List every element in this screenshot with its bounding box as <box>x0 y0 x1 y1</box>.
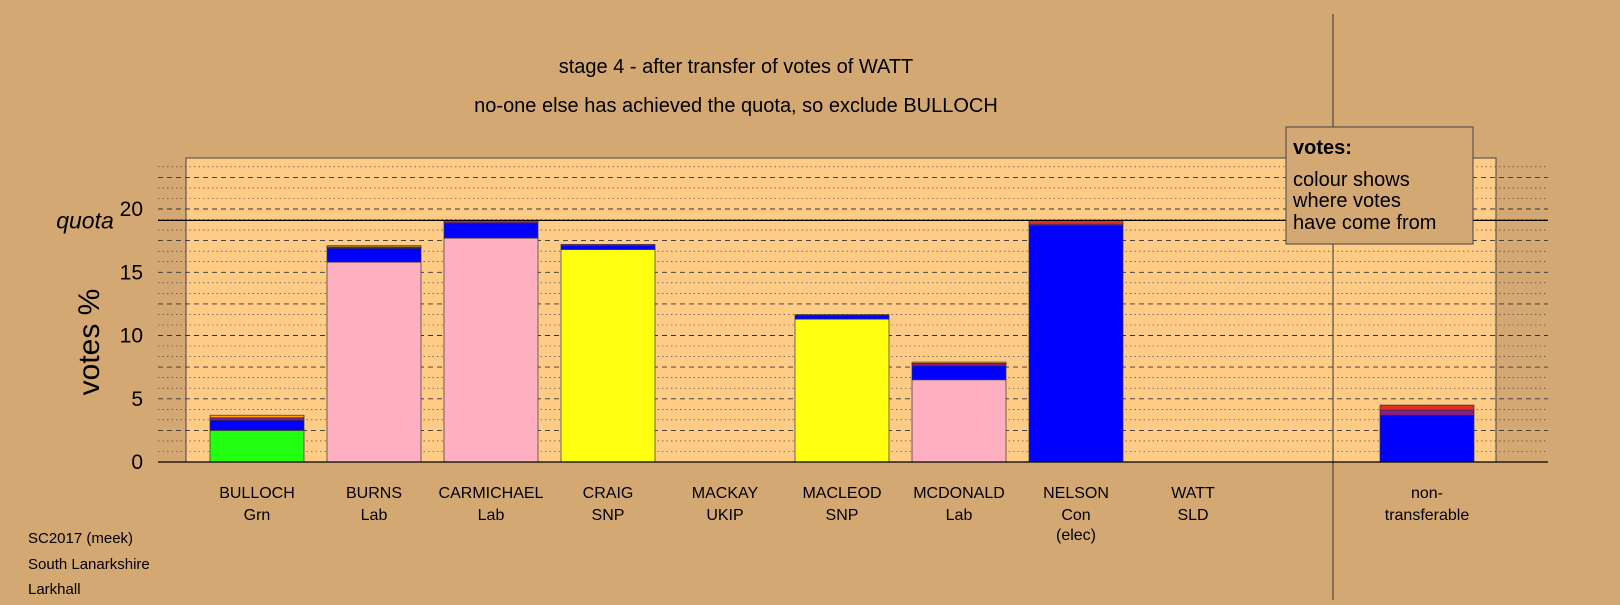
bar-segment-lab <box>326 261 422 463</box>
candidate-name-label: MACKAY <box>692 485 759 502</box>
candidate-party-label: SLD <box>1177 507 1208 524</box>
bar-segment-grn <box>209 430 305 463</box>
candidate-name-label: MCDONALD <box>913 485 1005 502</box>
candidate-party-label: SNP <box>592 507 625 524</box>
candidate-party-label: Lab <box>478 507 505 524</box>
y-axis-label: votes % <box>73 289 106 396</box>
bar-segment-sld <box>911 361 1007 364</box>
y-tick-labels: 0 5 10 15 20 <box>120 198 143 474</box>
bar-segment-other <box>1379 404 1475 411</box>
legend-box: votes: colour shows where votes have com… <box>1285 126 1474 245</box>
nontransferable-label: transferable <box>1385 507 1470 524</box>
bar-segment-con <box>443 222 539 239</box>
bar-segment-ukip <box>1379 409 1475 416</box>
candidate-name-label: WATT <box>1171 485 1215 502</box>
bar-segment-con <box>1379 414 1475 463</box>
candidate-party-label: Con <box>1061 507 1090 524</box>
candidate-name-label: BULLOCH <box>219 485 295 502</box>
bar-segment-snp <box>560 249 656 463</box>
legend-line: colour shows <box>1293 169 1410 191</box>
bar-segment-snp <box>794 318 890 463</box>
nontransferable-label: non- <box>1411 485 1443 502</box>
bar-segment-sld <box>326 245 422 248</box>
footer-line: SC2017 (meek) <box>28 530 133 547</box>
bar-segment-con <box>1028 225 1124 463</box>
legend-title: votes: <box>1293 137 1352 159</box>
bar-segment-con <box>794 314 890 320</box>
bar-segment-sld <box>209 414 305 419</box>
legend-line: have come from <box>1293 212 1436 234</box>
bar-segment-ukip <box>911 362 1007 367</box>
candidate-party-label: SNP <box>826 507 859 524</box>
chart-subtitle: no-one else has achieved the quota, so e… <box>474 95 998 117</box>
bar-segment-ukip <box>560 244 656 247</box>
candidate-name-label: BURNS <box>346 485 402 502</box>
bar-segment-con <box>326 247 422 263</box>
x-tick-labels: BULLOCH Grn BURNS Lab CARMICHAEL Lab CRAIG SNP M… <box>219 485 1469 544</box>
y-tick-label: 0 <box>131 451 143 474</box>
bar-segment-con <box>209 419 305 431</box>
candidate-name-label: MACLEOD <box>802 485 881 502</box>
footer-line: South Lanarkshire <box>28 556 150 573</box>
bar-segment-ukip <box>209 417 305 421</box>
footer-line: Larkhall <box>28 581 81 598</box>
candidate-name-label: CRAIG <box>583 485 634 502</box>
candidate-party-label: Grn <box>244 507 271 524</box>
y-tick-label: 10 <box>120 325 143 348</box>
bars <box>209 220 1475 463</box>
bar-segment-ukip <box>794 314 890 316</box>
candidate-party-label: Lab <box>946 507 973 524</box>
legend-line: where votes <box>1292 190 1401 212</box>
candidate-name-label: NELSON <box>1043 485 1109 502</box>
quota-label: quota <box>56 207 114 233</box>
bar-segment-lab <box>911 379 1007 463</box>
candidate-name-label: CARMICHAEL <box>439 485 544 502</box>
candidate-party-label: Lab <box>361 507 388 524</box>
chart-title: stage 4 - after transfer of votes of WAT… <box>559 56 914 78</box>
y-tick-label: 5 <box>131 388 143 411</box>
bar-segment-lab <box>443 237 539 463</box>
candidate-party-label: UKIP <box>706 507 743 524</box>
bar-segment-con <box>560 245 656 250</box>
y-tick-label: 15 <box>120 261 143 284</box>
candidate-elected-label: (elec) <box>1056 527 1096 544</box>
bar-segment-con <box>911 365 1007 381</box>
y-tick-label: 20 <box>120 198 143 221</box>
